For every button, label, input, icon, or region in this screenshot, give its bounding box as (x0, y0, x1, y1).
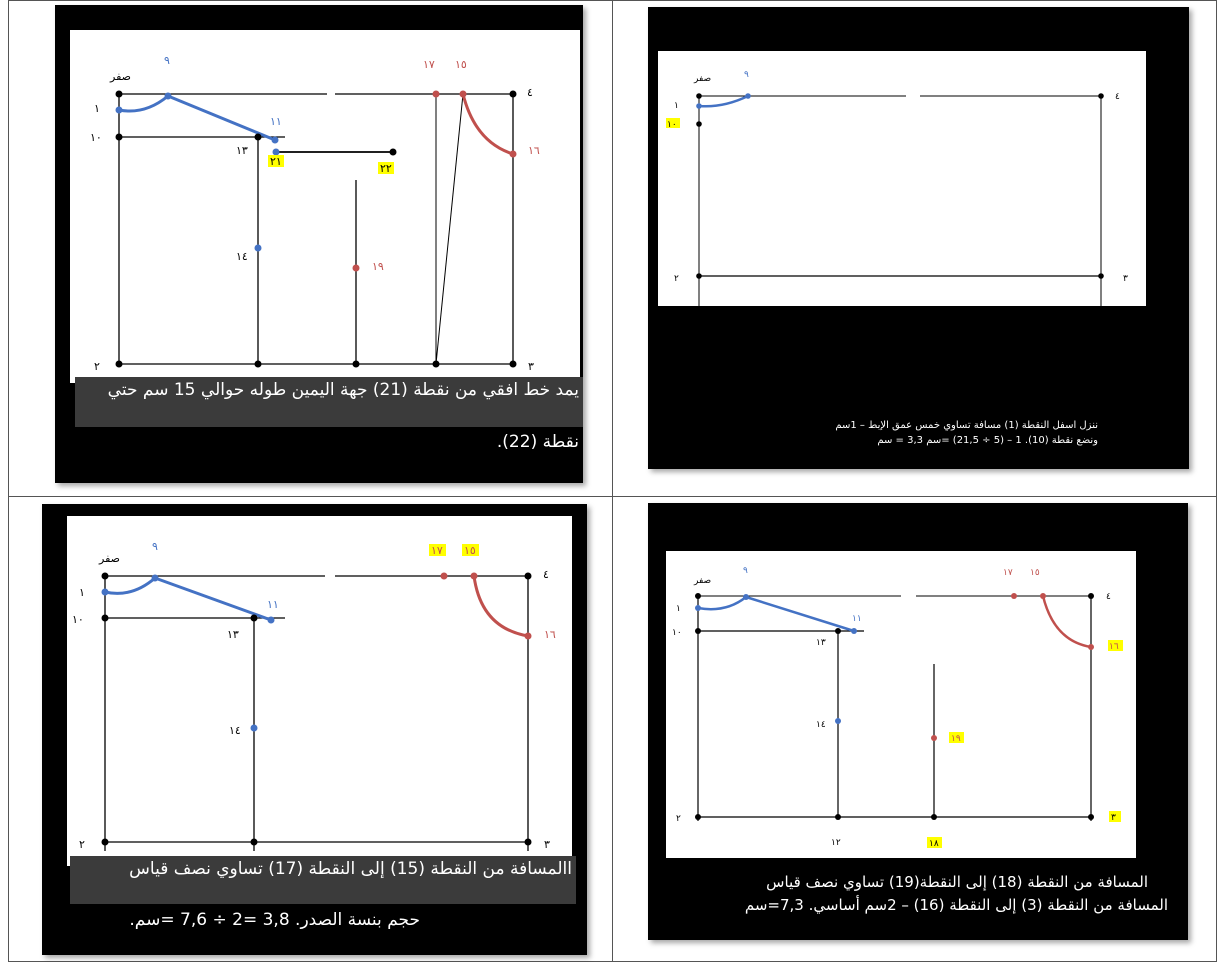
label-11: ١١ (852, 614, 862, 624)
label-17: ١٧ (1003, 568, 1013, 578)
caption-line-1: ننزل اسفل النقطة (1) مسافة تساوي خمس عمق… (835, 420, 1098, 431)
label-15: ١٥ (464, 544, 476, 557)
table-divider-vertical (612, 0, 613, 962)
label-11: ١١ (270, 115, 282, 128)
pattern-drawing: صفر ٩ ١ ١٠ ١٣ ١١ ١٤ ١٩ ١٧ ١٥ ٤ ١٦ ٢ ٣ ١٢… (672, 566, 1123, 849)
pattern-drawing: صفر ٩ ١ ١٠ ٤ ٢ ٣ (666, 70, 1128, 306)
label-15: ١٥ (455, 58, 467, 71)
label-4: ٤ (543, 568, 549, 581)
label-17: ١٧ (423, 58, 435, 71)
pattern-drawing: صفر ٩ ١ ١٠ ١٣ ١١ ٢١ ٢٢ ١٤ ١٩ ١٧ ١٥ ٤ ١٦ … (90, 54, 540, 373)
panel-step-22: صفر ٩ ١ ١٠ ١٣ ١١ ٢١ ٢٢ ١٤ ١٩ ١٧ ١٥ ٤ ١٦ … (55, 5, 583, 483)
label-15: ١٥ (1030, 568, 1040, 578)
label-13: ١٣ (227, 628, 239, 641)
label-9: ٩ (743, 566, 748, 576)
caption-line-1: المسافة من النقطة (18) إلى النقطة(19) تس… (766, 873, 1148, 891)
caption-line-2: المسافة من النقطة (3) إلى النقطة (16) – … (744, 896, 1168, 914)
caption-line-2: حجم بنسة الصدر. 3,8 =2 ÷ 7,6 =سم. (129, 910, 420, 930)
label-13: ١٣ (816, 638, 826, 648)
label-3: ٣ (544, 838, 550, 851)
label-21: ٢١ (270, 155, 282, 168)
label-16: ١٦ (528, 144, 540, 157)
pattern-slide: صفر ٩ ١ ١٠ ١٣ ١١ ٢١ ٢٢ ١٤ ١٩ ١٧ ١٥ ٤ ١٦ … (70, 30, 580, 383)
label-19: ١٩ (951, 734, 961, 744)
label-10: ١٠ (667, 120, 677, 130)
label-3: ٣ (1111, 813, 1116, 823)
label-14: ١٤ (816, 720, 826, 730)
caption-line-1: االمسافة من النقطة (15) إلى النقطة (17) … (129, 859, 572, 879)
label-10: ١٠ (72, 613, 84, 626)
label-14: ١٤ (236, 250, 248, 263)
label-4: ٤ (1106, 592, 1111, 602)
label-2: ٢ (674, 274, 679, 284)
label-11: ١١ (267, 598, 279, 611)
caption-line-2: نقطة (22). (496, 432, 579, 452)
label-16: ١٦ (544, 628, 556, 641)
pattern-drawing: صفر ٩ ١ ١٠ ١٣ ١١ ١٤ ١٧ ١٥ ٤ ١٦ ٢ ٣ (72, 540, 556, 851)
caption-line-2: ونضع نقطة (10). 1 – (5 ÷ 21,5) =سم 3,3 =… (877, 435, 1098, 446)
label-zero: صفر (109, 70, 131, 83)
label-1: ١ (676, 604, 681, 614)
panel-step-10: صفر ٩ ١ ١٠ ٤ ٢ ٣ ننزل اسفل النقطة (1) مس… (648, 7, 1189, 469)
label-22: ٢٢ (380, 162, 392, 175)
label-1: ١ (674, 101, 679, 111)
label-16: ١٦ (1109, 642, 1119, 652)
label-9: ٩ (744, 70, 749, 80)
pattern-slide: صفر ٩ ١ ١٠ ٤ ٢ ٣ (658, 51, 1146, 306)
label-1: ١ (94, 102, 100, 115)
label-zero: صفر (98, 552, 120, 565)
label-zero: صفر (693, 576, 711, 586)
label-18: ١٨ (929, 839, 939, 849)
label-13: ١٣ (236, 144, 248, 157)
label-3: ٣ (528, 360, 534, 373)
caption-box: يمد خط افقي من نقطة (21) جهة اليمين طوله… (75, 377, 583, 427)
label-9: ٩ (164, 54, 170, 67)
label-zero: صفر (693, 74, 711, 84)
panel-step-17: صفر ٩ ١ ١٠ ١٣ ١١ ١٤ ١٧ ١٥ ٤ ١٦ ٢ ٣ االمس… (42, 504, 587, 955)
label-4: ٤ (527, 86, 533, 99)
label-12: ١٢ (831, 838, 841, 848)
pattern-slide: صفر ٩ ١ ١٠ ١٣ ١١ ١٤ ١٩ ١٧ ١٥ ٤ ١٦ ٢ ٣ ١٢… (666, 551, 1136, 858)
caption-line-1: يمد خط افقي من نقطة (21) جهة اليمين طوله… (107, 380, 579, 400)
caption-box: االمسافة من النقطة (15) إلى النقطة (17) … (70, 856, 576, 904)
table-border-left (8, 0, 9, 962)
label-10: ١٠ (672, 628, 682, 638)
label-2: ٢ (79, 838, 85, 851)
label-2: ٢ (676, 814, 681, 824)
label-19: ١٩ (372, 260, 384, 273)
pattern-slide: صفر ٩ ١ ١٠ ١٣ ١١ ١٤ ١٧ ١٥ ٤ ١٦ ٢ ٣ (67, 516, 572, 866)
label-9: ٩ (152, 540, 158, 553)
label-4: ٤ (1115, 92, 1120, 102)
label-1: ١ (79, 586, 85, 599)
label-17: ١٧ (431, 544, 443, 557)
panel-step-19: صفر ٩ ١ ١٠ ١٣ ١١ ١٤ ١٩ ١٧ ١٥ ٤ ١٦ ٢ ٣ ١٢… (648, 503, 1188, 940)
label-3: ٣ (1123, 274, 1128, 284)
label-14: ١٤ (229, 724, 241, 737)
label-2: ٢ (94, 360, 100, 373)
label-10: ١٠ (90, 131, 102, 144)
